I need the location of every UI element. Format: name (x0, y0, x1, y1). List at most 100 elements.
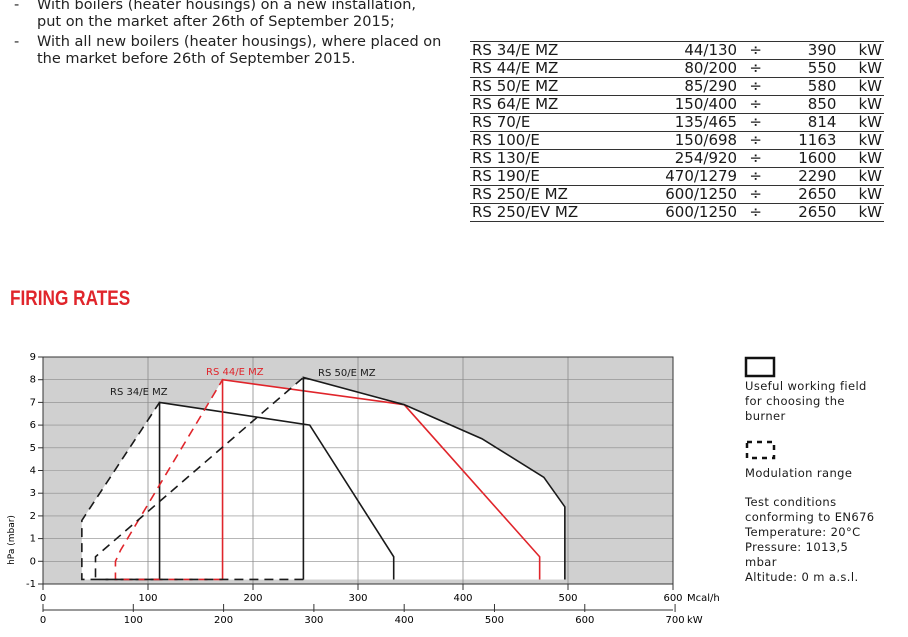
series-label: RS 34/E MZ (110, 387, 168, 398)
y-tick-label: 9 (30, 352, 36, 363)
table-row: RS 250/E MZ 600/1250 ÷ 2650 kW (470, 185, 884, 204)
table-cell: 1600 (772, 149, 839, 168)
table-cell: kW (838, 59, 884, 78)
y-axis-label: hPa (mbar) (7, 515, 17, 565)
x-tick-label: 200 (243, 593, 262, 604)
legend-modulation: Modulation range (745, 466, 853, 480)
x-axis-label: Mcal/h (687, 593, 720, 604)
x2-tick-label: 100 (124, 615, 143, 626)
y-tick-label: 3 (30, 488, 36, 499)
table-cell: 1163 (772, 131, 839, 150)
x-tick-label: 600 (663, 593, 682, 604)
y-tick-label: 4 (30, 466, 36, 477)
x2-axis-label: kW (687, 615, 703, 626)
series-line (114, 379, 224, 581)
table-row: RS 50/E MZ 85/290 ÷ 580 kW (470, 77, 884, 96)
legend-field: Useful working field for choosing the bu… (745, 379, 867, 423)
x2-tick-label: 500 (485, 615, 504, 626)
bullet-text: With all new boilers (heater housings), … (37, 34, 442, 67)
table-cell: 390 (772, 41, 839, 60)
x-tick-label: 0 (40, 593, 46, 604)
table-cell: kW (838, 95, 884, 114)
y-tick-label: 0 (30, 556, 36, 567)
field-fill (95, 377, 565, 580)
table-cell: ÷ (739, 167, 773, 186)
x-tick-label: 500 (558, 593, 577, 604)
table-cell: RS 100/E (470, 131, 657, 150)
condition: Pressure: 1013,5 mbar (745, 540, 849, 569)
y-tick-label: -1 (26, 579, 36, 590)
x2-tick-label: 200 (214, 615, 233, 626)
table-cell: 814 (772, 113, 839, 132)
x2-tick-label: 600 (575, 615, 594, 626)
y-tick-label: 2 (30, 511, 36, 522)
y-tick-label: 6 (30, 420, 36, 431)
table-cell: RS 250/EV MZ (470, 203, 657, 222)
table-cell: 2650 (772, 203, 839, 222)
x-tick-label: 400 (453, 593, 472, 604)
y-tick-label: 5 (30, 443, 36, 454)
series-label: RS 50/E MZ (318, 368, 376, 379)
table-cell: RS 130/E (470, 149, 657, 168)
y-tick-label: 1 (30, 534, 36, 545)
table-cell: RS 64/E MZ (470, 95, 657, 114)
table-row: RS 34/E MZ 44/130 ÷ 390 kW (470, 41, 884, 60)
bullet-marker: - (14, 34, 20, 50)
table-cell: ÷ (739, 185, 773, 204)
series-line (302, 376, 566, 580)
table-row: RS 64/E MZ 150/400 ÷ 850 kW (470, 95, 884, 114)
table-row: RS 44/E MZ 80/200 ÷ 550 kW (470, 59, 884, 78)
table-cell: 44/130 (656, 41, 740, 60)
table-row: RS 190/E 470/1279 ÷ 2290 kW (470, 167, 884, 186)
legend-conditions: Test conditions conforming to EN676 Temp… (745, 495, 880, 585)
bullet: - With all new boilers (heater housings),… (14, 34, 444, 68)
table-cell: ÷ (739, 149, 773, 168)
bullet: - With boilers (heater housings) on a new… (14, 0, 444, 31)
table-row: RS 70/E 135/465 ÷ 814 kW (470, 113, 884, 132)
table-cell: 600/1250 (656, 203, 740, 222)
table-cell: RS 190/E (470, 167, 657, 186)
table-cell: RS 70/E (470, 113, 657, 132)
x-tick-label: 300 (348, 593, 367, 604)
table-cell: ÷ (739, 59, 773, 78)
y-tick-label: 7 (30, 397, 36, 408)
table-cell: kW (838, 203, 884, 222)
table-cell: 135/465 (656, 113, 740, 132)
table-cell: kW (838, 185, 884, 204)
plot-frame (42, 356, 674, 585)
table-cell: kW (838, 131, 884, 150)
table-cell: kW (838, 113, 884, 132)
model-table: RS 34/E MZ 44/130 ÷ 390 kW RS 44/E MZ 80/200 ÷ 5… (470, 41, 884, 222)
table-cell: 150/698 (656, 131, 740, 150)
table-cell: RS 50/E MZ (470, 77, 657, 96)
series-line (94, 376, 304, 581)
table-cell: 470/1279 (656, 167, 740, 186)
table-cell: 254/920 (656, 149, 740, 168)
table-cell: 550 (772, 59, 839, 78)
table-cell: ÷ (739, 113, 773, 132)
table-cell: 850 (772, 95, 839, 114)
bullet-text: With boilers (heater housings) on a new … (37, 0, 417, 30)
bullet-marker: - (14, 0, 20, 13)
y-tick-label: 8 (30, 375, 36, 386)
table-cell: ÷ (739, 77, 773, 96)
table-cell: 85/290 (656, 77, 740, 96)
table-cell: ÷ (739, 203, 773, 222)
x2-tick-label: 0 (40, 615, 46, 626)
table-cell: kW (838, 167, 884, 186)
table-cell: 580 (772, 77, 839, 96)
condition: Altitude: 0 m a.s.l. (745, 570, 859, 584)
table-cell: ÷ (739, 131, 773, 150)
x-tick-label: 100 (138, 593, 157, 604)
table-cell: kW (838, 41, 884, 60)
table-cell: kW (838, 149, 884, 168)
condition: Temperature: 20°C (745, 525, 861, 539)
table-cell: 80/200 (656, 59, 740, 78)
table-cell: 2290 (772, 167, 839, 186)
x2-tick-label: 300 (304, 615, 323, 626)
table-row: RS 130/E 254/920 ÷ 1600 kW (470, 149, 884, 168)
table-cell: 600/1250 (656, 185, 740, 204)
table-row: RS 250/EV MZ 600/1250 ÷ 2650 kW (470, 203, 884, 222)
x2-tick-label: 700 (666, 615, 685, 626)
